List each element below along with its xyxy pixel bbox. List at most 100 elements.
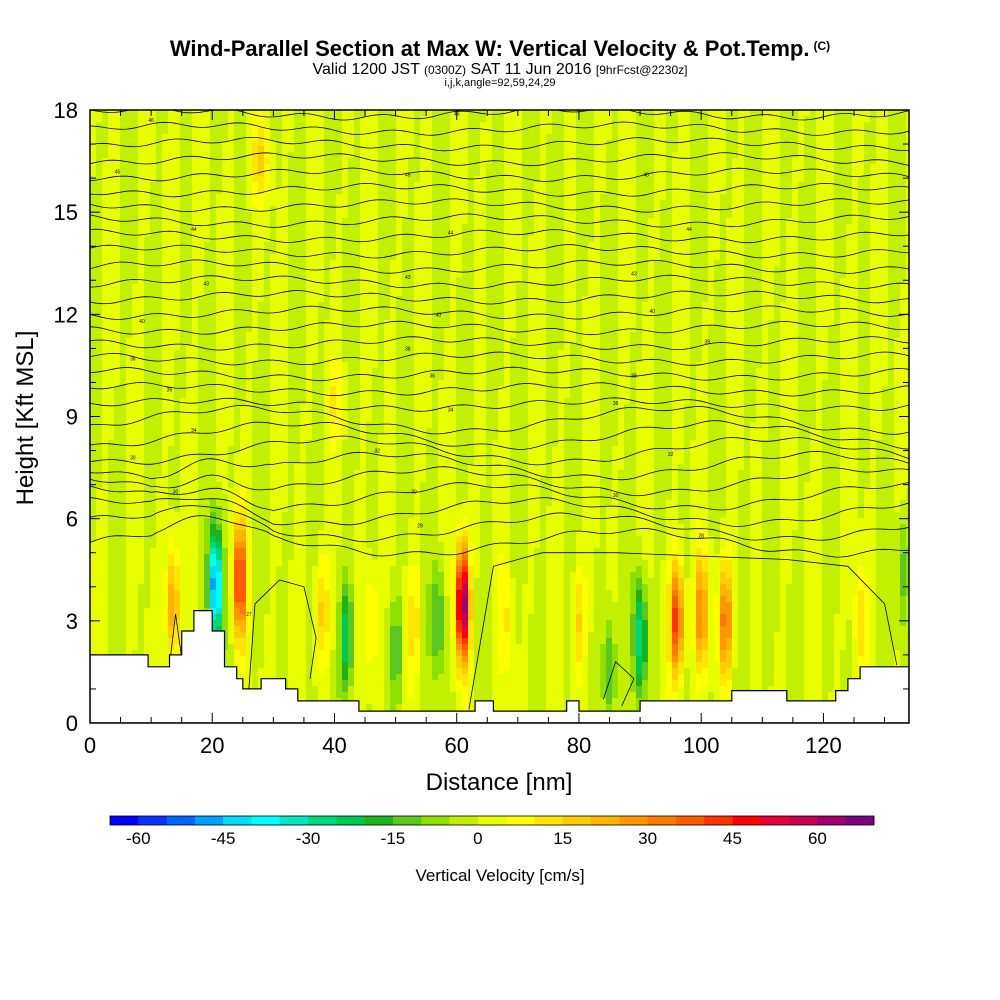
w-cell	[888, 224, 895, 231]
w-cell	[804, 188, 811, 195]
w-cell	[240, 266, 247, 273]
w-cell	[402, 212, 409, 219]
w-cell	[144, 272, 151, 279]
w-cell	[390, 230, 397, 237]
w-cell	[702, 176, 709, 183]
w-cell	[618, 242, 625, 249]
w-cell	[846, 308, 853, 315]
w-cell	[522, 296, 529, 303]
w-cell	[612, 248, 619, 255]
w-cell	[564, 278, 571, 285]
w-cell	[450, 110, 457, 117]
w-cell	[642, 140, 649, 147]
w-cell	[360, 140, 367, 147]
w-cell	[96, 272, 103, 279]
w-cell	[504, 248, 511, 255]
w-cell	[762, 110, 769, 117]
w-cell	[528, 242, 535, 249]
w-cell	[96, 278, 103, 285]
w-cell	[594, 212, 601, 219]
w-cell	[702, 266, 709, 273]
w-cell	[498, 152, 505, 159]
w-cell	[666, 116, 673, 123]
w-cell	[174, 284, 181, 291]
w-cell	[516, 284, 523, 291]
w-cell	[360, 266, 367, 273]
w-cell	[732, 260, 739, 267]
w-cell	[390, 248, 397, 255]
w-cell	[660, 110, 667, 117]
w-cell	[552, 302, 559, 309]
w-cell	[840, 164, 847, 171]
w-cell	[120, 224, 127, 231]
w-cell	[708, 284, 715, 291]
w-cell	[492, 146, 499, 153]
w-cell	[642, 212, 649, 219]
w-cell	[750, 212, 757, 219]
w-cell	[456, 218, 463, 225]
w-cell	[684, 308, 691, 315]
w-cell	[822, 128, 829, 135]
w-cell	[510, 170, 517, 177]
w-cell	[678, 278, 685, 285]
w-cell	[648, 134, 655, 141]
w-cell	[378, 314, 385, 321]
w-cell	[366, 128, 373, 135]
w-cell	[780, 278, 787, 285]
w-cell	[528, 314, 535, 321]
w-cell	[420, 326, 427, 333]
w-cell	[252, 218, 259, 225]
w-cell	[642, 134, 649, 141]
w-cell	[876, 128, 883, 135]
w-cell	[270, 302, 277, 309]
w-cell	[306, 146, 313, 153]
w-cell	[414, 212, 421, 219]
w-cell	[660, 254, 667, 261]
w-cell	[288, 290, 295, 297]
w-cell	[264, 290, 271, 297]
w-cell	[264, 278, 271, 285]
w-cell	[816, 284, 823, 291]
w-cell	[624, 116, 631, 123]
w-cell	[336, 308, 343, 315]
w-cell	[882, 110, 889, 117]
w-cell	[858, 140, 865, 147]
w-cell	[120, 176, 127, 183]
w-cell	[402, 266, 409, 273]
w-cell	[180, 248, 187, 255]
w-cell	[198, 302, 205, 309]
w-cell	[414, 242, 421, 249]
w-cell	[804, 230, 811, 237]
w-cell	[282, 236, 289, 243]
w-cell	[882, 224, 889, 231]
w-cell	[426, 224, 433, 231]
w-cell	[894, 308, 901, 315]
w-cell	[282, 290, 289, 297]
w-cell	[462, 158, 469, 165]
w-cell	[240, 290, 247, 297]
w-cell	[270, 200, 277, 207]
w-cell	[492, 218, 499, 225]
w-cell	[654, 314, 661, 321]
w-cell	[252, 212, 259, 219]
w-cell	[582, 266, 589, 273]
w-cell	[246, 212, 253, 219]
w-cell	[750, 182, 757, 189]
w-cell	[504, 188, 511, 195]
w-cell	[114, 140, 121, 147]
w-cell	[498, 176, 505, 183]
w-cell	[384, 152, 391, 159]
w-cell	[618, 248, 625, 255]
w-cell	[294, 326, 301, 333]
w-cell	[102, 224, 109, 231]
w-cell	[774, 278, 781, 285]
w-cell	[222, 326, 229, 333]
w-cell	[732, 152, 739, 159]
w-cell	[624, 266, 631, 273]
w-cell	[690, 320, 697, 327]
w-cell	[222, 206, 229, 213]
w-cell	[162, 128, 169, 135]
w-cell	[816, 320, 823, 327]
w-cell	[108, 158, 115, 165]
w-cell	[642, 296, 649, 303]
